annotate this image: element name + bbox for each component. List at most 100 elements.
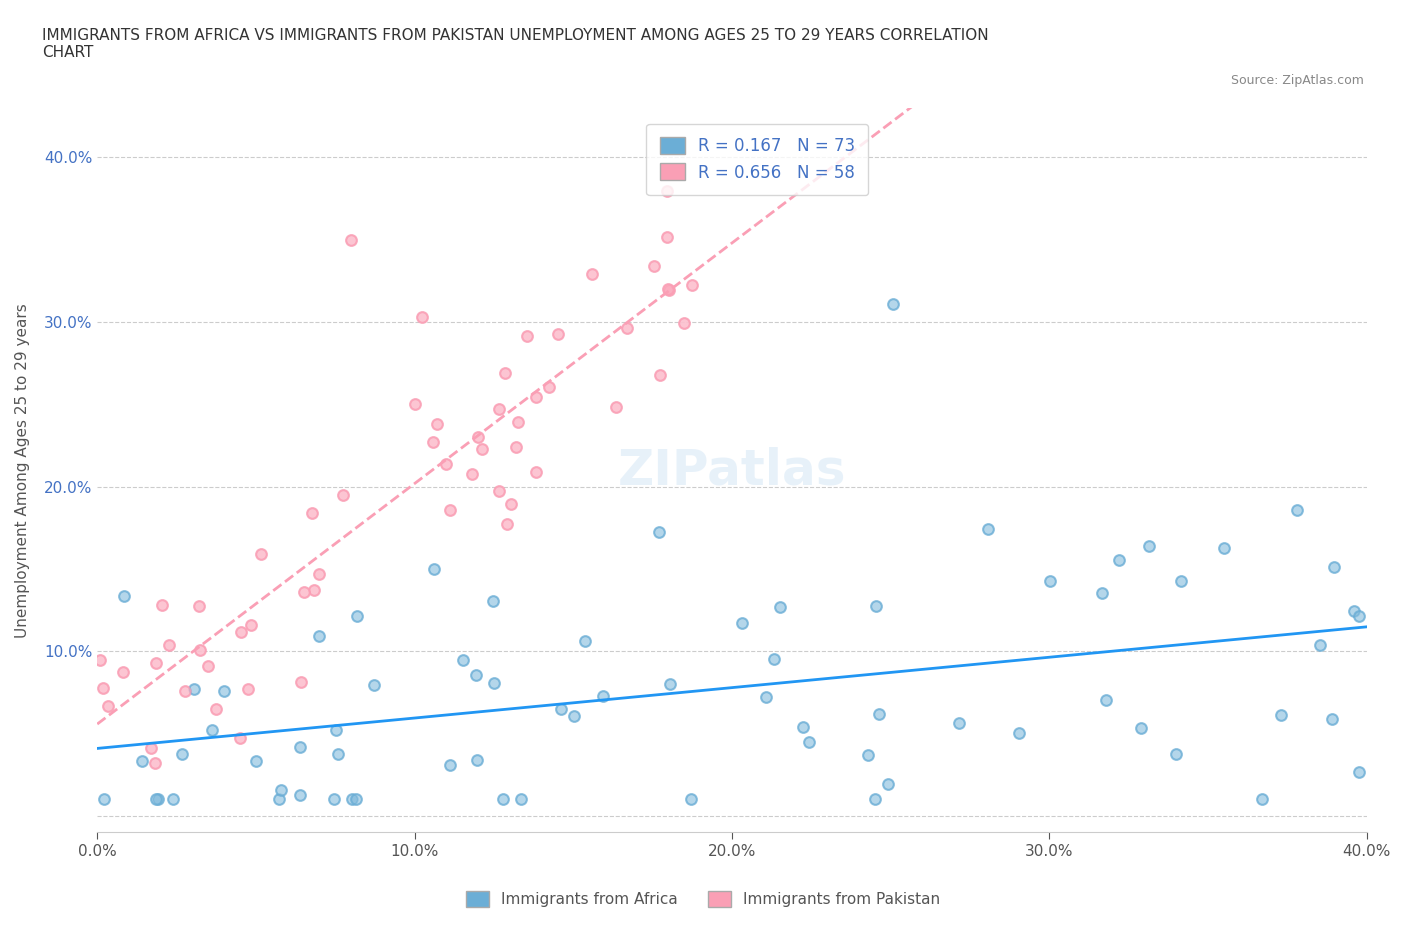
Point — [643, 259, 665, 273]
Point — [173, 684, 195, 698]
Point — [344, 792, 367, 807]
Point — [550, 701, 572, 716]
Point — [538, 380, 561, 395]
Point — [865, 599, 887, 614]
Point — [508, 415, 530, 430]
Point — [91, 681, 114, 696]
Point — [792, 720, 814, 735]
Point — [547, 326, 569, 341]
Point — [1137, 538, 1160, 553]
Point — [344, 792, 367, 807]
Point — [162, 792, 184, 807]
Point — [157, 638, 180, 653]
Point — [188, 643, 211, 658]
Point — [856, 748, 879, 763]
Point — [302, 582, 325, 597]
Point — [170, 746, 193, 761]
Point — [1039, 574, 1062, 589]
Point — [434, 457, 457, 472]
Point — [404, 397, 426, 412]
Point — [93, 792, 115, 807]
Point — [1164, 746, 1187, 761]
Point — [1039, 574, 1062, 589]
Point — [201, 723, 224, 737]
Point — [494, 365, 516, 380]
Point — [1348, 608, 1371, 623]
Point — [97, 699, 120, 714]
Point — [322, 792, 344, 807]
Point — [467, 752, 489, 767]
Point — [89, 653, 111, 668]
Point — [93, 792, 115, 807]
Point — [681, 277, 703, 292]
Point — [439, 502, 461, 517]
Point — [1320, 711, 1343, 726]
Point — [1371, 660, 1393, 675]
Point — [494, 365, 516, 380]
Point — [228, 731, 250, 746]
Point — [657, 282, 679, 297]
Point — [1270, 707, 1292, 722]
Point — [422, 434, 444, 449]
Legend: Immigrants from Africa, Immigrants from Pakistan: Immigrants from Africa, Immigrants from … — [460, 884, 946, 913]
Point — [658, 283, 681, 298]
Point — [197, 658, 219, 673]
Legend: R = 0.167   N = 73, R = 0.656   N = 58: R = 0.167 N = 73, R = 0.656 N = 58 — [647, 124, 869, 195]
Text: IMMIGRANTS FROM AFRICA VS IMMIGRANTS FROM PAKISTAN UNEMPLOYMENT AMONG AGES 25 TO: IMMIGRANTS FROM AFRICA VS IMMIGRANTS FRO… — [42, 28, 988, 60]
Point — [856, 748, 879, 763]
Point — [516, 328, 538, 343]
Point — [270, 783, 292, 798]
Point — [1348, 608, 1371, 623]
Point — [482, 593, 505, 608]
Point — [1323, 560, 1346, 575]
Point — [574, 634, 596, 649]
Point — [183, 682, 205, 697]
Point — [131, 753, 153, 768]
Point — [1130, 721, 1153, 736]
Point — [505, 439, 527, 454]
Point — [439, 502, 461, 517]
Text: ZIPatlas: ZIPatlas — [617, 446, 846, 494]
Point — [411, 310, 433, 325]
Point — [157, 638, 180, 653]
Point — [948, 715, 970, 730]
Point — [139, 741, 162, 756]
Point — [426, 416, 449, 431]
Point — [292, 585, 315, 600]
Point — [326, 747, 349, 762]
Point — [325, 723, 347, 737]
Point — [876, 777, 898, 791]
Point — [471, 442, 494, 457]
Point — [495, 516, 517, 531]
Point — [423, 562, 446, 577]
Point — [143, 755, 166, 770]
Point — [188, 643, 211, 658]
Point — [245, 753, 267, 768]
Point — [292, 585, 315, 600]
Point — [1320, 711, 1343, 726]
Point — [581, 266, 603, 281]
Point — [1250, 792, 1272, 807]
Point — [188, 598, 211, 613]
Point — [188, 598, 211, 613]
Point — [1095, 693, 1118, 708]
Point — [143, 755, 166, 770]
Point — [869, 706, 891, 721]
Point — [342, 792, 364, 807]
Point — [451, 652, 474, 667]
Point — [976, 522, 998, 537]
Point — [616, 321, 638, 336]
Point — [526, 390, 548, 405]
Point — [655, 230, 678, 245]
Point — [204, 701, 226, 716]
Point — [605, 400, 627, 415]
Point — [562, 709, 585, 724]
Point — [145, 792, 167, 807]
Point — [681, 277, 703, 292]
Point — [730, 615, 752, 630]
Point — [471, 442, 494, 457]
Point — [404, 397, 426, 412]
Point — [239, 618, 262, 632]
Point — [524, 465, 547, 480]
Point — [146, 792, 169, 807]
